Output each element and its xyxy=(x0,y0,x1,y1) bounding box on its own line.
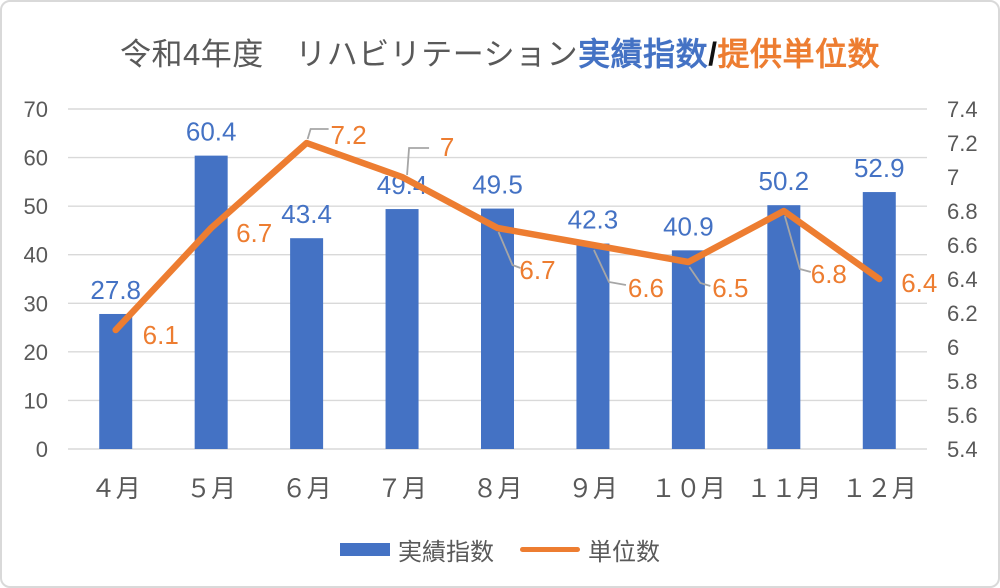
title-index-label: 実績指数 xyxy=(578,36,709,72)
performance-index-bar xyxy=(290,238,324,449)
line-value-label: 7.2 xyxy=(331,120,367,150)
line-value-label: 6.8 xyxy=(811,259,847,289)
label-leader-line xyxy=(593,249,627,286)
bar-value-label: 52.9 xyxy=(854,153,905,183)
line-value-label: 6.7 xyxy=(519,255,555,285)
y-axis-right-tick-label: 6.4 xyxy=(947,267,978,292)
x-axis-label: １１月 xyxy=(746,475,821,503)
performance-index-bar xyxy=(481,208,514,449)
line-value-label: 7 xyxy=(440,132,454,162)
chart-title: 令和4年度 リハビリテーション実績指数/提供単位数 xyxy=(2,29,998,75)
y-axis-left-tick-label: 50 xyxy=(24,194,48,219)
performance-index-bar xyxy=(385,209,419,449)
y-axis-right-tick-label: 6.8 xyxy=(947,199,978,224)
label-leader-line xyxy=(306,128,329,140)
title-units-label: 提供単位数 xyxy=(717,36,881,72)
x-axis-label: ７月 xyxy=(377,475,427,503)
bar-value-label: 60.4 xyxy=(186,117,237,147)
x-axis-label: ６月 xyxy=(282,475,332,503)
line-value-label: 6.7 xyxy=(236,218,272,248)
title-separator: / xyxy=(708,36,718,72)
bar-value-label: 50.2 xyxy=(759,166,810,196)
label-leader-line xyxy=(406,147,430,176)
x-axis-label: ９月 xyxy=(568,475,618,503)
performance-index-bar xyxy=(194,155,228,449)
y-axis-left-tick-label: 30 xyxy=(24,291,48,316)
legend-item-units: 単位数 xyxy=(520,532,660,567)
legend-item-performance-index: 実績指数 xyxy=(340,532,494,567)
performance-index-bar xyxy=(576,243,610,449)
chart-legend: 実績指数 単位数 xyxy=(2,532,998,567)
line-value-label: 6.6 xyxy=(628,273,664,303)
label-leader-line xyxy=(497,231,521,269)
line-series-swatch-icon xyxy=(520,546,580,552)
y-axis-right-tick-label: 7.2 xyxy=(947,131,978,156)
y-axis-right-tick-label: 5.4 xyxy=(947,437,978,462)
line-value-label: 6.5 xyxy=(712,273,748,303)
y-axis-left-tick-label: 60 xyxy=(24,146,48,171)
y-axis-left-tick-label: 10 xyxy=(24,388,48,413)
line-value-label: 6.1 xyxy=(143,320,179,350)
performance-index-bar xyxy=(99,313,133,449)
y-axis-left-tick-label: 40 xyxy=(24,243,48,268)
line-value-label: 6.4 xyxy=(901,268,937,298)
x-axis-label: ４月 xyxy=(91,475,141,503)
y-axis-left-tick-label: 70 xyxy=(24,97,48,122)
title-prefix: 令和4年度 リハビリテーション xyxy=(119,37,579,72)
bar-value-label: 27.8 xyxy=(90,275,141,305)
y-axis-right-tick-label: 6 xyxy=(947,335,959,360)
x-axis-label: ８月 xyxy=(472,475,522,503)
bar-series-swatch-icon xyxy=(340,542,390,556)
performance-index-bar xyxy=(862,192,896,450)
bar-value-label: 42.3 xyxy=(568,205,619,235)
legend-label-performance-index: 実績指数 xyxy=(398,538,494,566)
y-axis-right-tick-label: 6.6 xyxy=(947,233,978,258)
y-axis-right-tick-label: 7 xyxy=(947,165,959,190)
performance-index-bar xyxy=(671,250,705,449)
units-line xyxy=(112,139,883,334)
y-axis-right-tick-label: 5.6 xyxy=(947,403,978,428)
y-axis-left-tick-label: 20 xyxy=(24,340,48,365)
y-axis-right-tick-label: 6.2 xyxy=(947,301,978,326)
x-axis-label: ５月 xyxy=(186,475,236,503)
bar-value-label: 49.5 xyxy=(472,170,523,200)
performance-index-bar xyxy=(767,205,801,449)
x-axis-label: １０月 xyxy=(651,475,726,503)
x-axis-label: １２月 xyxy=(842,475,917,503)
bar-value-label: 40.9 xyxy=(663,211,714,241)
bar-value-label: 43.4 xyxy=(281,199,332,229)
label-leader-line xyxy=(783,215,812,273)
y-axis-right-tick-label: 5.8 xyxy=(947,369,978,394)
legend-label-units: 単位数 xyxy=(588,538,660,566)
y-axis-right-tick-label: 7.4 xyxy=(947,97,978,122)
y-axis-left-tick-label: 0 xyxy=(36,437,48,462)
label-leader-line xyxy=(688,266,711,287)
